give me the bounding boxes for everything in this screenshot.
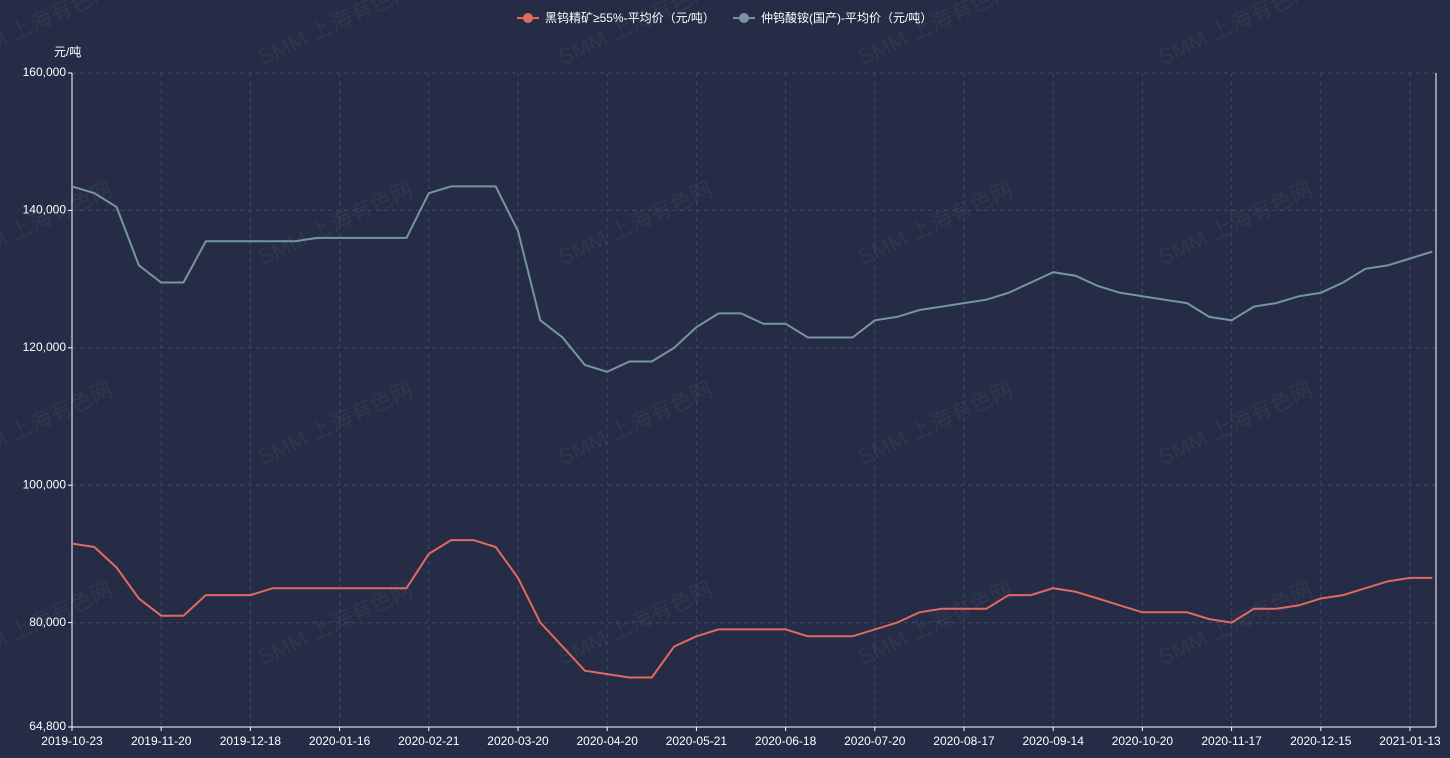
x-tick-label: 2020-08-17 — [933, 734, 995, 748]
x-tick-label: 2020-10-20 — [1112, 734, 1174, 748]
x-tick-label: 2020-11-17 — [1201, 734, 1262, 748]
legend[interactable]: 黑钨精矿≥55%-平均价（元/吨） 仲钨酸铵(国产)-平均价（元/吨） — [517, 10, 932, 25]
x-tick-label: 2020-02-21 — [398, 734, 460, 748]
x-tick-label: 2020-04-20 — [577, 734, 639, 748]
y-axis-unit: 元/吨 — [54, 45, 81, 59]
y-tick-label: 140,000 — [23, 203, 67, 217]
y-tick-label: 100,000 — [23, 477, 67, 491]
y-tick-label: 120,000 — [23, 340, 67, 354]
x-tick-label: 2019-12-18 — [220, 734, 282, 748]
x-tick-label: 2020-09-14 — [1023, 734, 1085, 748]
y-tick-label: 64,800 — [29, 719, 66, 733]
x-tick-label: 2020-07-20 — [844, 734, 906, 748]
x-tick-label: 2021-01-13 — [1379, 734, 1441, 748]
x-tick-label: 2020-03-20 — [487, 734, 549, 748]
x-tick-label: 2020-12-15 — [1290, 734, 1352, 748]
x-tick-label: 2020-06-18 — [755, 734, 817, 748]
legend-icon — [523, 13, 533, 23]
legend-label[interactable]: 黑钨精矿≥55%-平均价（元/吨） — [545, 10, 715, 25]
y-tick-label: 80,000 — [29, 615, 66, 629]
y-tick-label: 160,000 — [23, 65, 67, 79]
legend-icon — [739, 13, 749, 23]
x-tick-label: 2020-05-21 — [666, 734, 728, 748]
series-line — [71, 185, 1433, 373]
series-line — [71, 539, 1433, 679]
x-tick-label: 2019-11-20 — [131, 734, 192, 748]
x-tick-label: 2019-10-23 — [41, 734, 103, 748]
x-tick-label: 2020-01-16 — [309, 734, 371, 748]
legend-label[interactable]: 仲钨酸铵(国产)-平均价（元/吨） — [761, 10, 932, 25]
